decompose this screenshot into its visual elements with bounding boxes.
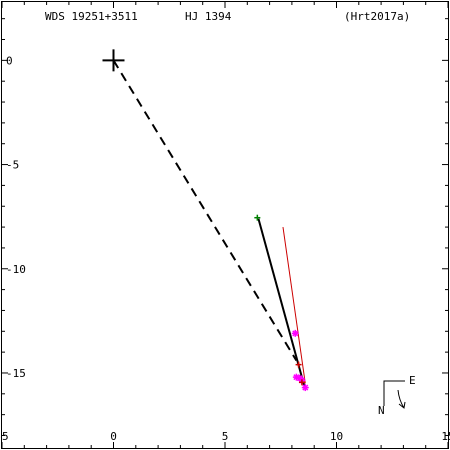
x-tick-label: -5 — [0, 430, 9, 443]
measure-plus-point — [298, 379, 305, 386]
motion-arrow-icon — [397, 389, 406, 409]
x-tick-label: 0 — [110, 430, 117, 443]
x-tick-label: 10 — [330, 430, 343, 443]
discoverer-label: HJ 1394 — [185, 10, 232, 23]
compass-east-label: E — [409, 374, 416, 387]
y-tick-label: -5 — [6, 159, 19, 172]
compass-indicator: E N — [378, 374, 416, 417]
fit-line-series — [282, 227, 306, 384]
reference-label: (Hrt2017a) — [344, 10, 410, 23]
compass-north-label: N — [378, 404, 385, 417]
y-tick-label: -10 — [6, 263, 26, 276]
measure-star-point — [291, 329, 299, 337]
compass-axes — [383, 380, 405, 406]
measure-star-stroke — [292, 330, 299, 337]
wds-id-label: WDS 19251+3511 — [45, 10, 138, 23]
measure-star-stroke — [302, 384, 309, 391]
measure-plus-point — [254, 214, 261, 221]
measure-star-point — [301, 384, 309, 392]
x-tick-label: 5 — [222, 430, 229, 443]
x-tick-label: 15 — [441, 430, 450, 443]
y-tick-label: 0 — [6, 54, 13, 67]
orbit-segment-series — [257, 218, 306, 386]
dashed-line-series — [112, 59, 298, 361]
plot-area — [102, 49, 309, 392]
y-tick-label: -15 — [6, 367, 26, 380]
measure-plus-point — [295, 361, 302, 368]
